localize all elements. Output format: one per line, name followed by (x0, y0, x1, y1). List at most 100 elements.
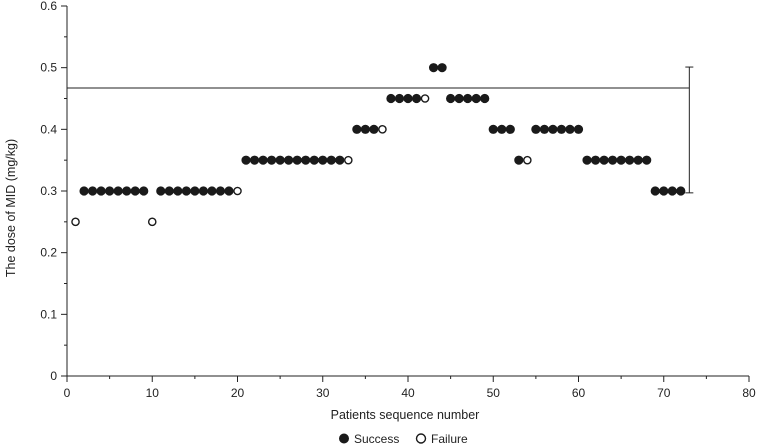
success-point (599, 155, 609, 165)
success-point (514, 155, 524, 165)
success-point (369, 124, 379, 134)
y-tick-label: 0.1 (40, 307, 57, 321)
success-point (497, 124, 507, 134)
success-point (122, 186, 132, 196)
x-tick-label: 80 (742, 386, 756, 400)
success-point (284, 155, 294, 165)
success-point (309, 155, 319, 165)
x-tick-label: 40 (401, 386, 415, 400)
success-point (437, 63, 447, 73)
success-point (275, 155, 285, 165)
y-tick-label: 0.6 (40, 0, 57, 13)
data-points (71, 63, 686, 227)
success-point (403, 93, 413, 104)
success-point (454, 93, 464, 104)
success-point (659, 186, 669, 196)
failure-point (344, 155, 353, 165)
success-point (113, 186, 123, 196)
success-point (676, 186, 686, 196)
success-point (616, 155, 626, 165)
success-point (539, 124, 550, 134)
success-point (556, 124, 567, 134)
success-point (156, 186, 166, 196)
success-point (352, 124, 362, 134)
y-tick-label: 0 (50, 369, 57, 383)
y-ticks: 0 0.1 0.2 0.3 0.4 0.5 0.6 (40, 0, 67, 383)
success-point (607, 155, 618, 165)
success-point (224, 186, 234, 196)
x-tick-label: 30 (316, 386, 330, 400)
failure-point (233, 186, 242, 196)
y-tick-label: 0.2 (40, 246, 57, 260)
success-point (215, 186, 226, 196)
success-point (105, 186, 115, 196)
success-point (446, 93, 456, 104)
success-point (130, 186, 140, 196)
legend-failure-marker (415, 433, 427, 444)
legend-success-label: Success (354, 432, 399, 446)
success-point (360, 124, 370, 134)
success-point (207, 186, 217, 196)
x-tick-label: 10 (146, 386, 160, 400)
success-point (411, 93, 422, 104)
success-point (471, 93, 481, 104)
success-point (292, 155, 302, 165)
x-tick-label: 60 (572, 386, 586, 400)
success-point (590, 155, 601, 165)
success-point (318, 155, 328, 165)
success-point (87, 186, 98, 196)
success-point (190, 186, 200, 196)
y-axis-title: The dose of MID (mg/kg) (4, 139, 18, 277)
legend-success-marker (339, 433, 349, 444)
y-tick-label: 0.3 (40, 184, 57, 198)
x-ticks: 0 10 20 30 40 50 60 70 80 (64, 376, 756, 400)
success-point (181, 186, 191, 196)
success-point (531, 124, 541, 134)
success-point (258, 155, 268, 165)
success-point (79, 186, 89, 196)
success-point (249, 155, 260, 165)
success-point (241, 155, 251, 165)
success-point (394, 93, 405, 104)
success-point (573, 124, 584, 134)
success-point (582, 155, 592, 165)
x-axis-title: Patients sequence number (331, 408, 480, 422)
success-point (301, 155, 311, 165)
success-point (428, 63, 439, 73)
success-point (463, 93, 473, 104)
success-point (488, 124, 498, 134)
success-point (505, 124, 515, 134)
error-bar (685, 66, 694, 194)
success-point (266, 155, 277, 165)
success-point (326, 155, 336, 165)
y-tick-label: 0.5 (40, 61, 57, 75)
success-point (633, 155, 643, 165)
success-point (173, 186, 183, 196)
x-tick-label: 0 (64, 386, 71, 400)
failure-point (147, 217, 157, 227)
success-point (565, 124, 575, 134)
success-point (139, 186, 149, 196)
success-point (548, 124, 558, 134)
failure-point (378, 125, 387, 134)
success-point (667, 186, 677, 196)
failure-point (420, 94, 430, 103)
failure-point (523, 155, 532, 165)
legend: Success Failure (339, 432, 468, 446)
x-tick-label: 20 (231, 386, 245, 400)
y-tick-label: 0.4 (40, 122, 57, 136)
success-point (625, 155, 635, 165)
success-point (335, 155, 345, 165)
success-point (386, 93, 396, 104)
success-point (480, 93, 490, 104)
x-tick-label: 50 (487, 386, 501, 400)
success-point (96, 186, 106, 196)
success-point (164, 186, 174, 196)
success-point (198, 186, 208, 196)
failure-point (71, 217, 80, 227)
success-point (642, 155, 652, 165)
x-tick-label: 70 (657, 386, 671, 400)
legend-failure-label: Failure (431, 432, 468, 446)
success-point (650, 186, 660, 196)
